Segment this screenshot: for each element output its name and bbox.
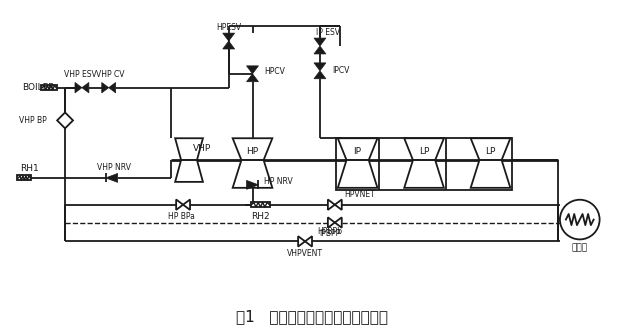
Text: HPCV: HPCV — [264, 67, 285, 76]
Text: IPCV: IPCV — [332, 66, 349, 75]
Polygon shape — [246, 180, 259, 189]
Polygon shape — [246, 74, 259, 82]
Polygon shape — [305, 236, 312, 247]
Polygon shape — [176, 199, 183, 210]
Text: HPVNET: HPVNET — [345, 190, 376, 199]
Text: VHP BP: VHP BP — [19, 116, 48, 125]
Polygon shape — [404, 160, 444, 188]
Text: IP: IP — [354, 147, 362, 156]
Polygon shape — [175, 160, 203, 182]
Text: HP: HP — [246, 147, 259, 156]
Text: HPESV: HPESV — [216, 23, 241, 32]
Polygon shape — [314, 46, 326, 54]
Bar — [251, 202, 271, 207]
Polygon shape — [246, 66, 259, 74]
Polygon shape — [232, 160, 272, 188]
Polygon shape — [314, 63, 326, 71]
Polygon shape — [232, 138, 272, 160]
Polygon shape — [298, 236, 305, 247]
Polygon shape — [338, 160, 377, 188]
Polygon shape — [75, 82, 82, 93]
Polygon shape — [57, 113, 73, 128]
Text: 图1   二次再热汽轮机旁路系统配置: 图1 二次再热汽轮机旁路系统配置 — [236, 309, 388, 324]
Polygon shape — [82, 82, 89, 93]
Polygon shape — [314, 71, 326, 79]
Polygon shape — [328, 199, 335, 210]
Text: IP ESV: IP ESV — [316, 27, 340, 37]
Text: VHP NRV: VHP NRV — [97, 162, 131, 172]
Polygon shape — [471, 138, 511, 160]
Polygon shape — [106, 174, 118, 182]
Polygon shape — [328, 217, 335, 228]
Bar — [18, 176, 31, 180]
Polygon shape — [338, 138, 377, 160]
Text: HP BPa: HP BPa — [168, 212, 194, 221]
Polygon shape — [335, 199, 342, 210]
Text: RH2: RH2 — [251, 212, 270, 221]
Polygon shape — [222, 33, 234, 41]
Text: VHP: VHP — [193, 144, 211, 153]
Bar — [336, 138, 512, 190]
Text: LP: LP — [486, 147, 496, 156]
Polygon shape — [102, 82, 109, 93]
Text: RH1: RH1 — [21, 164, 39, 174]
Polygon shape — [109, 82, 116, 93]
Text: 凝汽器: 凝汽器 — [572, 243, 588, 252]
Polygon shape — [314, 38, 326, 46]
Text: VHPVENT: VHPVENT — [287, 249, 323, 258]
Polygon shape — [175, 138, 203, 160]
Text: IPBPP: IPBPP — [319, 229, 341, 238]
Polygon shape — [404, 138, 444, 160]
Circle shape — [560, 200, 599, 240]
Polygon shape — [222, 41, 234, 49]
Polygon shape — [471, 160, 511, 188]
Polygon shape — [335, 217, 342, 228]
Text: BOILER: BOILER — [22, 83, 55, 92]
Text: HPBPb: HPBPb — [317, 227, 342, 236]
Text: HP NRV: HP NRV — [264, 177, 293, 186]
Text: VHP ESV: VHP ESV — [64, 70, 96, 79]
Text: LP: LP — [419, 147, 429, 156]
Bar — [41, 85, 57, 90]
Text: VHP CV: VHP CV — [96, 70, 125, 79]
Polygon shape — [183, 199, 190, 210]
